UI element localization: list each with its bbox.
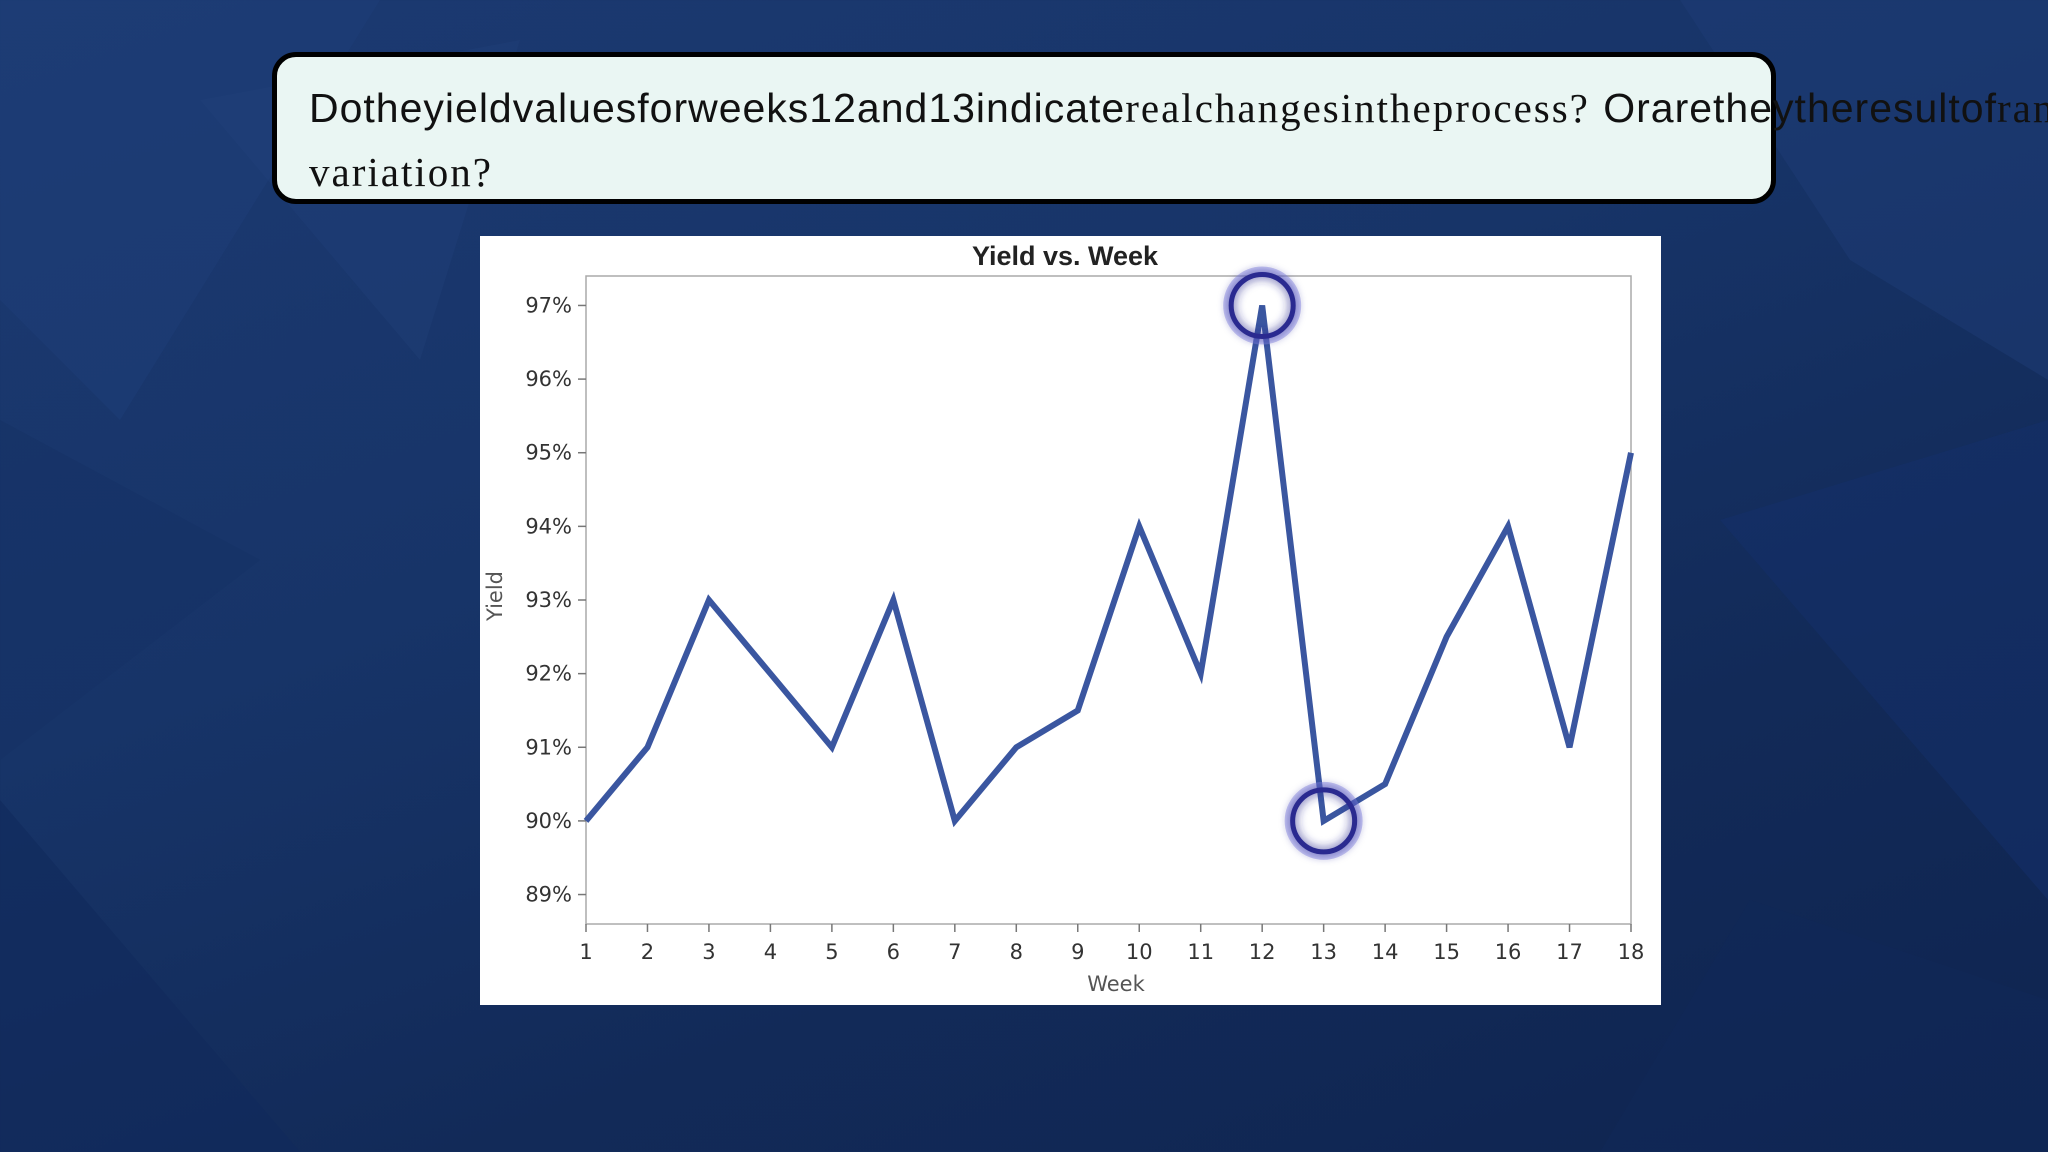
y-axis-label: Yield [483, 571, 507, 622]
plot-frame [585, 275, 1632, 925]
highlight-circle-week-12 [1228, 271, 1296, 339]
y-tick-label: 91% [525, 735, 572, 759]
question-text-d: theresultof [1794, 85, 1997, 131]
x-tick-label: 2 [641, 940, 654, 964]
x-axis-label: Week [1087, 972, 1145, 996]
x-tick-label: 7 [948, 940, 961, 964]
chart-title: Yield vs. Week [972, 241, 1159, 271]
x-tick-label: 3 [702, 940, 715, 964]
highlight-glow-week-12 [1223, 266, 1302, 345]
yield-series-line [583, 304, 1634, 828]
x-tick-label: 4 [764, 940, 777, 964]
x-tick-label: 16 [1495, 940, 1522, 964]
y-tick-label: 96% [525, 367, 572, 391]
x-tick-label: 6 [887, 940, 900, 964]
y-tick-label: 97% [525, 293, 572, 317]
x-tick-label: 10 [1126, 940, 1153, 964]
question-callout: Dotheyieldvaluesforweeks12and13indicater… [272, 52, 2048, 204]
highlight-glow-week-13 [1284, 781, 1363, 860]
y-tick-label: 92% [525, 662, 572, 686]
x-tick-label: 1 [579, 940, 592, 964]
y-tick-label: 94% [525, 514, 572, 538]
x-tick-label: 18 [1618, 940, 1645, 964]
x-tick-label: 17 [1556, 940, 1583, 964]
y-tick-label: 89% [525, 883, 572, 907]
question-text-a: Dotheyieldvaluesforweeks12and13indicate [309, 85, 1126, 131]
x-tick-label: 9 [1071, 940, 1084, 964]
question-text-c: Orarethey [1603, 85, 1795, 131]
x-tick-label: 15 [1433, 940, 1460, 964]
y-tick-label: 95% [525, 441, 572, 465]
yield-line-chart: Yield vs. Week 89% 90% 91% 92% 93% 94% 95% 96% 9… [483, 241, 1645, 996]
x-tick-label: 14 [1372, 940, 1399, 964]
x-tick-label: 11 [1187, 940, 1214, 964]
question-text-b: realchangesintheprocess? [1125, 85, 1590, 131]
highlight-circle-week-13 [1290, 787, 1358, 855]
x-tick-label: 13 [1310, 940, 1337, 964]
x-tick-label: 12 [1249, 940, 1276, 964]
chart-panel: Yield vs. Week 89% 90% 91% 92% 93% 94% 95% 96% 9… [480, 236, 1661, 1005]
y-tick-label: 93% [525, 588, 572, 612]
question-text-e: random variation? [309, 85, 2048, 195]
y-tick-label: 90% [525, 809, 572, 833]
x-tick-label: 8 [1010, 940, 1023, 964]
x-tick-label: 5 [825, 940, 838, 964]
